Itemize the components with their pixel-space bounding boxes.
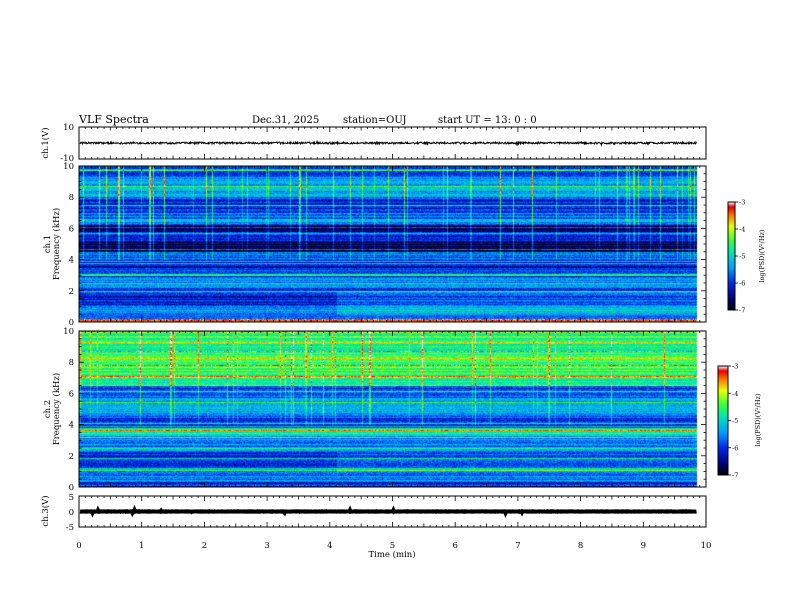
time-tick-label: 1 bbox=[139, 541, 144, 551]
colorbar-tick-label: -4 bbox=[739, 226, 745, 234]
ch3-ytick-bottom: -5 bbox=[66, 523, 74, 533]
ch2-colorbar-label: log(PSD)(V²/Hz) bbox=[754, 393, 762, 446]
ch1-colorbar-ticks: -3 -4 -5 -6 -7 bbox=[735, 199, 745, 315]
time-ticks bbox=[78, 127, 707, 527]
x-axis-label: Time (min) bbox=[368, 549, 415, 560]
ch1-waveform-panel: 10 -10 ch.1(V) bbox=[40, 123, 707, 164]
ch1-spectrogram-heatmap bbox=[79, 166, 706, 322]
ch2-ylabel-bottom: Frequency (kHz) bbox=[51, 373, 62, 445]
freq-tick-label: 10 bbox=[63, 327, 74, 337]
ch1-ylabel: ch.1(V) bbox=[40, 127, 51, 158]
freq-tick-label: 0 bbox=[69, 318, 74, 328]
ch3-ylabel: ch.3(V) bbox=[40, 495, 51, 526]
freq-tick-label: 4 bbox=[69, 421, 74, 431]
freq-tick-label: 8 bbox=[69, 358, 74, 368]
ch1-ytick-top: 10 bbox=[63, 123, 74, 133]
ch2-colorbar bbox=[718, 366, 728, 475]
figure-title: VLF Spectra bbox=[78, 113, 149, 126]
colorbar-tick-label: -5 bbox=[739, 253, 745, 261]
time-tick-label: 5 bbox=[390, 541, 395, 551]
colorbar-tick-label: -7 bbox=[732, 472, 738, 480]
station-label: station=OUJ bbox=[343, 115, 407, 126]
time-tick-label: 4 bbox=[327, 541, 332, 551]
ch1-ytick-bottom: -10 bbox=[60, 154, 74, 164]
freq-tick-label: 6 bbox=[69, 224, 74, 234]
time-tick-label: 8 bbox=[578, 541, 583, 551]
start-ut-label: start UT = 13: 0 : 0 bbox=[438, 115, 537, 126]
ch3-waveform-panel: 5 0 -5 ch.3(V) bbox=[40, 493, 707, 533]
freq-tick-label: 2 bbox=[69, 287, 74, 297]
ch1-ylabel-top: ch.1 bbox=[43, 235, 53, 253]
time-tick-label: 7 bbox=[515, 541, 520, 551]
freq-tick-label: 8 bbox=[69, 193, 74, 203]
colorbar-tick-label: -3 bbox=[732, 363, 738, 371]
time-tick-label: 0 bbox=[76, 541, 81, 551]
colorbar-tick-label: -4 bbox=[732, 390, 738, 398]
time-tick-label: 9 bbox=[641, 541, 646, 551]
time-tick-labels: 0 1 2 3 4 5 6 7 8 9 10 bbox=[76, 541, 711, 551]
colorbar-tick-label: -3 bbox=[739, 199, 745, 207]
ch2-ylabel-top: ch.2 bbox=[43, 400, 53, 418]
time-tick-label: 6 bbox=[452, 541, 457, 551]
freq-tick-label: 10 bbox=[63, 162, 74, 172]
ch1-freq-ticks: 0 2 4 6 8 10 bbox=[63, 162, 706, 328]
time-tick-label: 10 bbox=[701, 541, 712, 551]
ch1-colorbar bbox=[728, 202, 735, 310]
time-tick-label: 3 bbox=[264, 541, 269, 551]
date-label: Dec.31, 2025 bbox=[252, 115, 319, 126]
freq-tick-label: 4 bbox=[69, 256, 74, 266]
ch2-freq-ticks: 0 2 4 6 8 10 bbox=[63, 327, 706, 493]
ch2-spectrogram-heatmap bbox=[79, 331, 706, 487]
ch1-waveform-line bbox=[79, 139, 697, 147]
time-tick-label: 2 bbox=[202, 541, 207, 551]
colorbar-tick-label: -6 bbox=[732, 444, 738, 452]
ch1-colorbar-label: log(PSD)(V²/Hz) bbox=[758, 229, 766, 282]
freq-tick-label: 0 bbox=[69, 483, 74, 493]
colorbar-tick-label: -6 bbox=[739, 280, 745, 288]
ch2-colorbar-ticks: -3 -4 -5 -6 -7 bbox=[728, 363, 738, 480]
ch3-waveform-line bbox=[79, 504, 697, 519]
colorbar-tick-label: -7 bbox=[739, 307, 745, 315]
ch3-ytick-top: 5 bbox=[69, 493, 74, 503]
freq-tick-label: 2 bbox=[69, 452, 74, 462]
freq-tick-label: 6 bbox=[69, 389, 74, 399]
colorbar-tick-label: -5 bbox=[732, 417, 738, 425]
ch1-ylabel-bottom: Frequency (kHz) bbox=[51, 208, 62, 280]
ch3-ytick-mid: 0 bbox=[69, 508, 74, 518]
